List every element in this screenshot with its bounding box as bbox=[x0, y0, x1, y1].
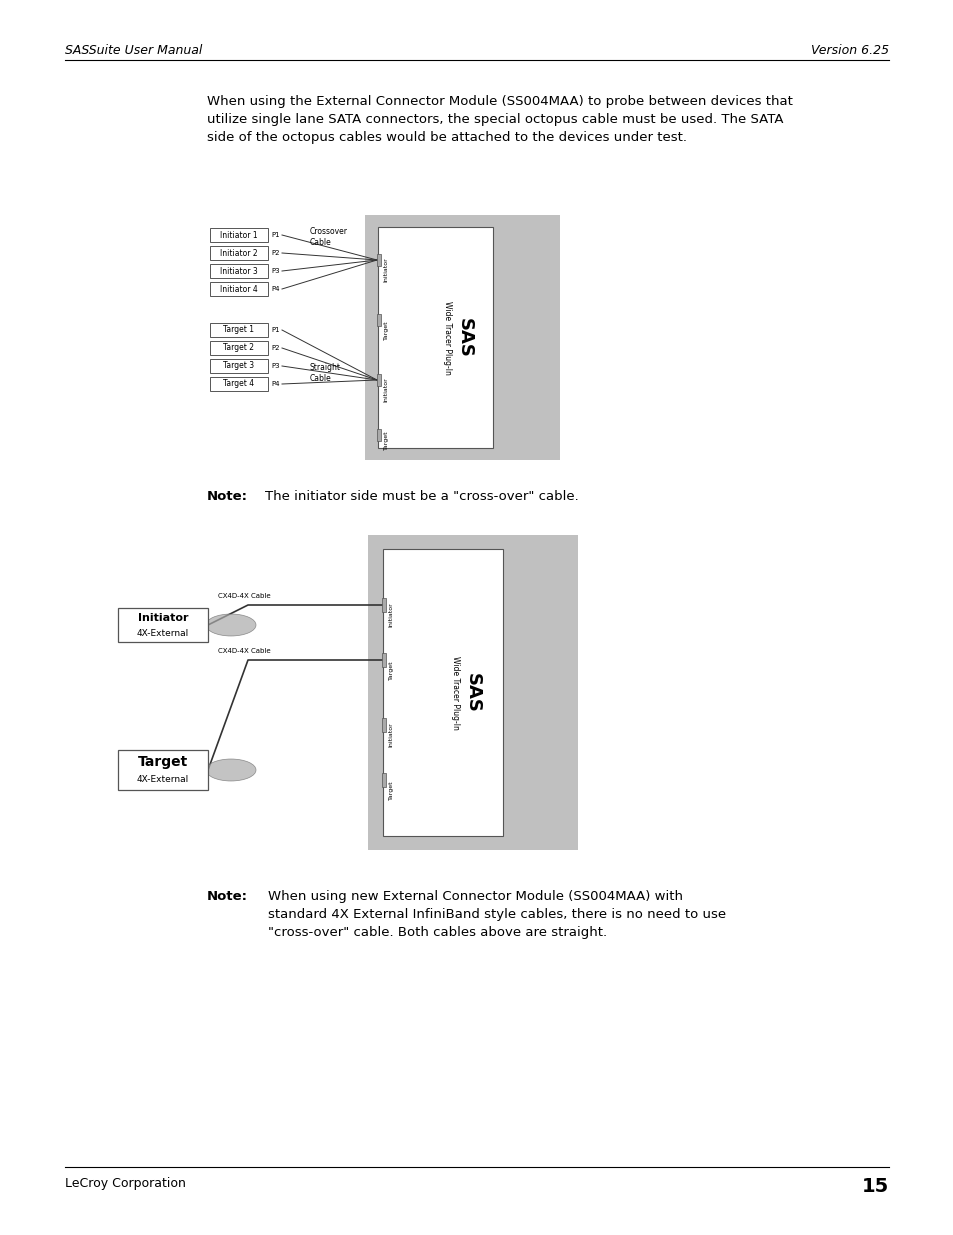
Text: Initiator 2: Initiator 2 bbox=[220, 248, 257, 258]
Text: 15: 15 bbox=[861, 1177, 888, 1195]
Ellipse shape bbox=[206, 614, 255, 636]
Bar bbox=[210, 228, 268, 242]
Bar bbox=[376, 314, 380, 326]
Bar bbox=[376, 374, 380, 387]
Text: Target 3: Target 3 bbox=[223, 362, 254, 370]
Bar bbox=[210, 341, 268, 354]
Text: Initiator: Initiator bbox=[383, 378, 388, 403]
Text: P1: P1 bbox=[271, 232, 279, 238]
Bar bbox=[376, 254, 380, 266]
Bar bbox=[118, 750, 208, 790]
Text: Straight
Cable: Straight Cable bbox=[310, 363, 340, 383]
Text: P2: P2 bbox=[271, 345, 279, 351]
Text: Target 1: Target 1 bbox=[223, 326, 254, 335]
Bar bbox=[382, 550, 502, 836]
Text: Version 6.25: Version 6.25 bbox=[810, 44, 888, 57]
Text: P2: P2 bbox=[271, 249, 279, 256]
Bar bbox=[210, 246, 268, 261]
Text: P3: P3 bbox=[271, 268, 279, 274]
Bar bbox=[210, 264, 268, 278]
Text: P3: P3 bbox=[271, 363, 279, 369]
Bar bbox=[368, 535, 578, 850]
Bar bbox=[376, 429, 380, 441]
Text: Wide Tracer Plug-In: Wide Tracer Plug-In bbox=[451, 656, 459, 730]
Text: Target: Target bbox=[383, 430, 388, 450]
Bar bbox=[210, 282, 268, 296]
Bar bbox=[381, 598, 386, 613]
Text: CX4D-4X Cable: CX4D-4X Cable bbox=[218, 593, 271, 599]
Text: Target: Target bbox=[383, 320, 388, 340]
Text: Note:: Note: bbox=[207, 890, 248, 903]
Text: Note:: Note: bbox=[207, 490, 248, 503]
Text: Target: Target bbox=[388, 661, 393, 679]
Text: P1: P1 bbox=[271, 327, 279, 333]
Text: When using the External Connector Module (SS004MAA) to probe between devices tha: When using the External Connector Module… bbox=[207, 95, 792, 144]
Text: CX4D-4X Cable: CX4D-4X Cable bbox=[218, 648, 271, 655]
Bar bbox=[381, 773, 386, 787]
Bar bbox=[377, 227, 493, 448]
Text: Initiator 1: Initiator 1 bbox=[220, 231, 257, 240]
Text: Target 2: Target 2 bbox=[223, 343, 254, 352]
Text: P4: P4 bbox=[271, 287, 279, 291]
Text: Wide Tracer Plug-In: Wide Tracer Plug-In bbox=[442, 300, 452, 374]
Text: SAS: SAS bbox=[463, 673, 481, 713]
Text: P4: P4 bbox=[271, 382, 279, 387]
Text: Target: Target bbox=[138, 755, 188, 769]
Bar bbox=[365, 215, 559, 459]
Text: SASSuite User Manual: SASSuite User Manual bbox=[65, 44, 202, 57]
Bar bbox=[118, 608, 208, 642]
Bar bbox=[381, 718, 386, 732]
Text: Initiator 4: Initiator 4 bbox=[220, 284, 257, 294]
Text: The initiator side must be a "cross-over" cable.: The initiator side must be a "cross-over… bbox=[265, 490, 578, 503]
Text: Crossover
Cable: Crossover Cable bbox=[310, 227, 348, 247]
Text: Initiator: Initiator bbox=[137, 613, 188, 622]
Bar bbox=[210, 359, 268, 373]
Text: 4X-External: 4X-External bbox=[136, 629, 189, 637]
Bar bbox=[210, 324, 268, 337]
Bar bbox=[210, 377, 268, 391]
Bar bbox=[381, 653, 386, 667]
Text: Target 4: Target 4 bbox=[223, 379, 254, 389]
Text: Target: Target bbox=[388, 781, 393, 800]
Text: Initiator: Initiator bbox=[383, 258, 388, 283]
Text: SAS: SAS bbox=[455, 317, 473, 357]
Text: When using new External Connector Module (SS004MAA) with
standard 4X External In: When using new External Connector Module… bbox=[268, 890, 725, 939]
Text: LeCroy Corporation: LeCroy Corporation bbox=[65, 1177, 186, 1191]
Text: 4X-External: 4X-External bbox=[136, 774, 189, 783]
Text: Initiator 3: Initiator 3 bbox=[220, 267, 257, 275]
Text: Initiator: Initiator bbox=[388, 722, 393, 747]
Text: Initiator: Initiator bbox=[388, 603, 393, 627]
Ellipse shape bbox=[206, 760, 255, 781]
